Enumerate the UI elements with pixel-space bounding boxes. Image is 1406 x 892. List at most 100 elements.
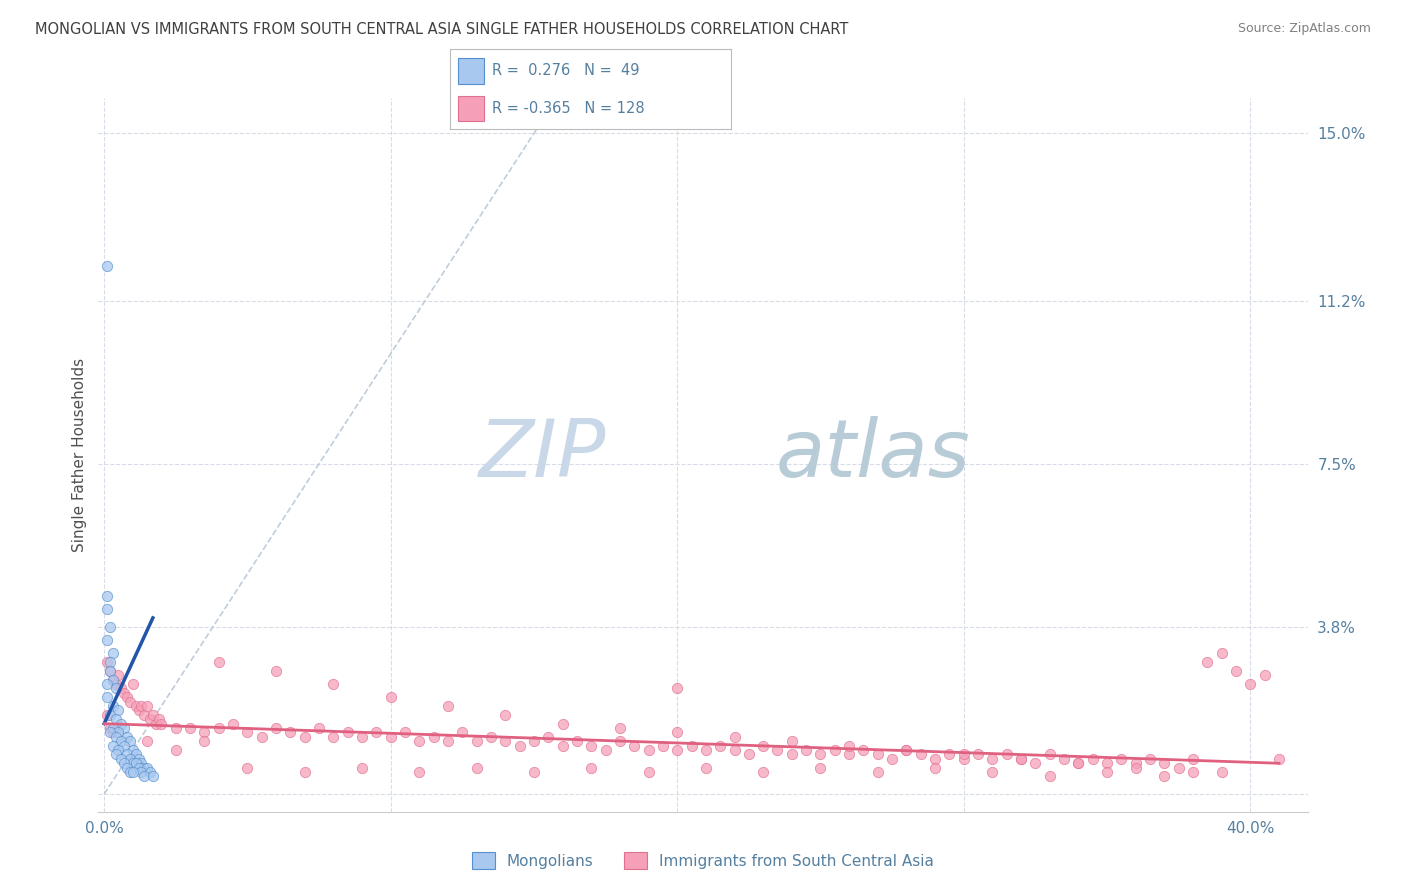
- Point: [551, 716, 574, 731]
- Point: [1024, 756, 1046, 771]
- Point: [101, 725, 124, 739]
- Point: [131, 756, 153, 771]
- Text: atlas: atlas: [776, 416, 970, 494]
- Point: [104, 730, 127, 744]
- Point: [101, 739, 124, 753]
- Point: [1239, 677, 1261, 691]
- Point: [134, 761, 156, 775]
- Point: [136, 734, 159, 748]
- Point: [924, 761, 946, 775]
- Point: [738, 747, 761, 762]
- Point: [222, 716, 245, 731]
- Point: [115, 730, 138, 744]
- Text: MONGOLIAN VS IMMIGRANTS FROM SOUTH CENTRAL ASIA SINGLE FATHER HOUSEHOLDS CORRELA: MONGOLIAN VS IMMIGRANTS FROM SOUTH CENTR…: [35, 22, 849, 37]
- Point: [794, 743, 817, 757]
- Point: [1010, 752, 1032, 766]
- Point: [98, 664, 121, 678]
- Point: [136, 761, 159, 775]
- Point: [1268, 752, 1291, 766]
- Point: [380, 730, 402, 744]
- Point: [308, 721, 330, 735]
- Point: [98, 655, 121, 669]
- Point: [437, 698, 460, 713]
- Point: [537, 730, 560, 744]
- Point: [107, 668, 129, 682]
- Point: [810, 747, 832, 762]
- Point: [1181, 752, 1204, 766]
- Point: [131, 765, 153, 780]
- Point: [366, 725, 388, 739]
- Point: [110, 716, 132, 731]
- Point: [695, 761, 717, 775]
- Point: [112, 721, 135, 735]
- Point: [938, 747, 960, 762]
- Point: [121, 743, 143, 757]
- Point: [104, 747, 127, 762]
- Point: [451, 725, 474, 739]
- FancyBboxPatch shape: [458, 58, 484, 84]
- Point: [101, 721, 124, 735]
- Point: [896, 743, 918, 757]
- Point: [380, 690, 402, 705]
- Point: [1067, 756, 1090, 771]
- Point: [107, 725, 129, 739]
- Point: [142, 769, 165, 783]
- Point: [264, 664, 287, 678]
- Point: [666, 743, 689, 757]
- Point: [280, 725, 302, 739]
- Point: [637, 765, 659, 780]
- Point: [134, 707, 156, 722]
- Point: [322, 677, 344, 691]
- Point: [723, 730, 745, 744]
- Point: [981, 752, 1004, 766]
- Point: [1125, 756, 1147, 771]
- Point: [952, 752, 974, 766]
- Point: [866, 747, 889, 762]
- Point: [101, 698, 124, 713]
- Point: [165, 721, 187, 735]
- Point: [981, 765, 1004, 780]
- Point: [121, 677, 143, 691]
- Point: [1153, 769, 1175, 783]
- Point: [118, 695, 141, 709]
- Point: [136, 698, 159, 713]
- Point: [179, 721, 201, 735]
- Point: [666, 725, 689, 739]
- Point: [101, 673, 124, 687]
- Text: R = -0.365   N = 128: R = -0.365 N = 128: [492, 101, 645, 116]
- Point: [766, 743, 789, 757]
- Point: [509, 739, 531, 753]
- Point: [479, 730, 502, 744]
- Point: [695, 743, 717, 757]
- Point: [350, 761, 373, 775]
- Point: [121, 765, 143, 780]
- Point: [98, 707, 121, 722]
- Point: [139, 765, 162, 780]
- Point: [1039, 769, 1062, 783]
- Point: [193, 734, 215, 748]
- Point: [118, 752, 141, 766]
- Point: [1095, 765, 1118, 780]
- Point: [110, 752, 132, 766]
- Point: [437, 734, 460, 748]
- Point: [236, 761, 259, 775]
- Point: [193, 725, 215, 739]
- Point: [112, 756, 135, 771]
- Point: [838, 739, 860, 753]
- Point: [294, 730, 316, 744]
- Point: [112, 739, 135, 753]
- Point: [1153, 756, 1175, 771]
- Point: [494, 734, 516, 748]
- Point: [98, 725, 121, 739]
- Point: [98, 721, 121, 735]
- Point: [110, 681, 132, 696]
- Point: [623, 739, 645, 753]
- Point: [394, 725, 416, 739]
- Point: [128, 761, 150, 775]
- Point: [595, 743, 617, 757]
- Point: [104, 712, 127, 726]
- Point: [148, 712, 170, 726]
- Point: [924, 752, 946, 766]
- Point: [250, 730, 273, 744]
- Point: [336, 725, 359, 739]
